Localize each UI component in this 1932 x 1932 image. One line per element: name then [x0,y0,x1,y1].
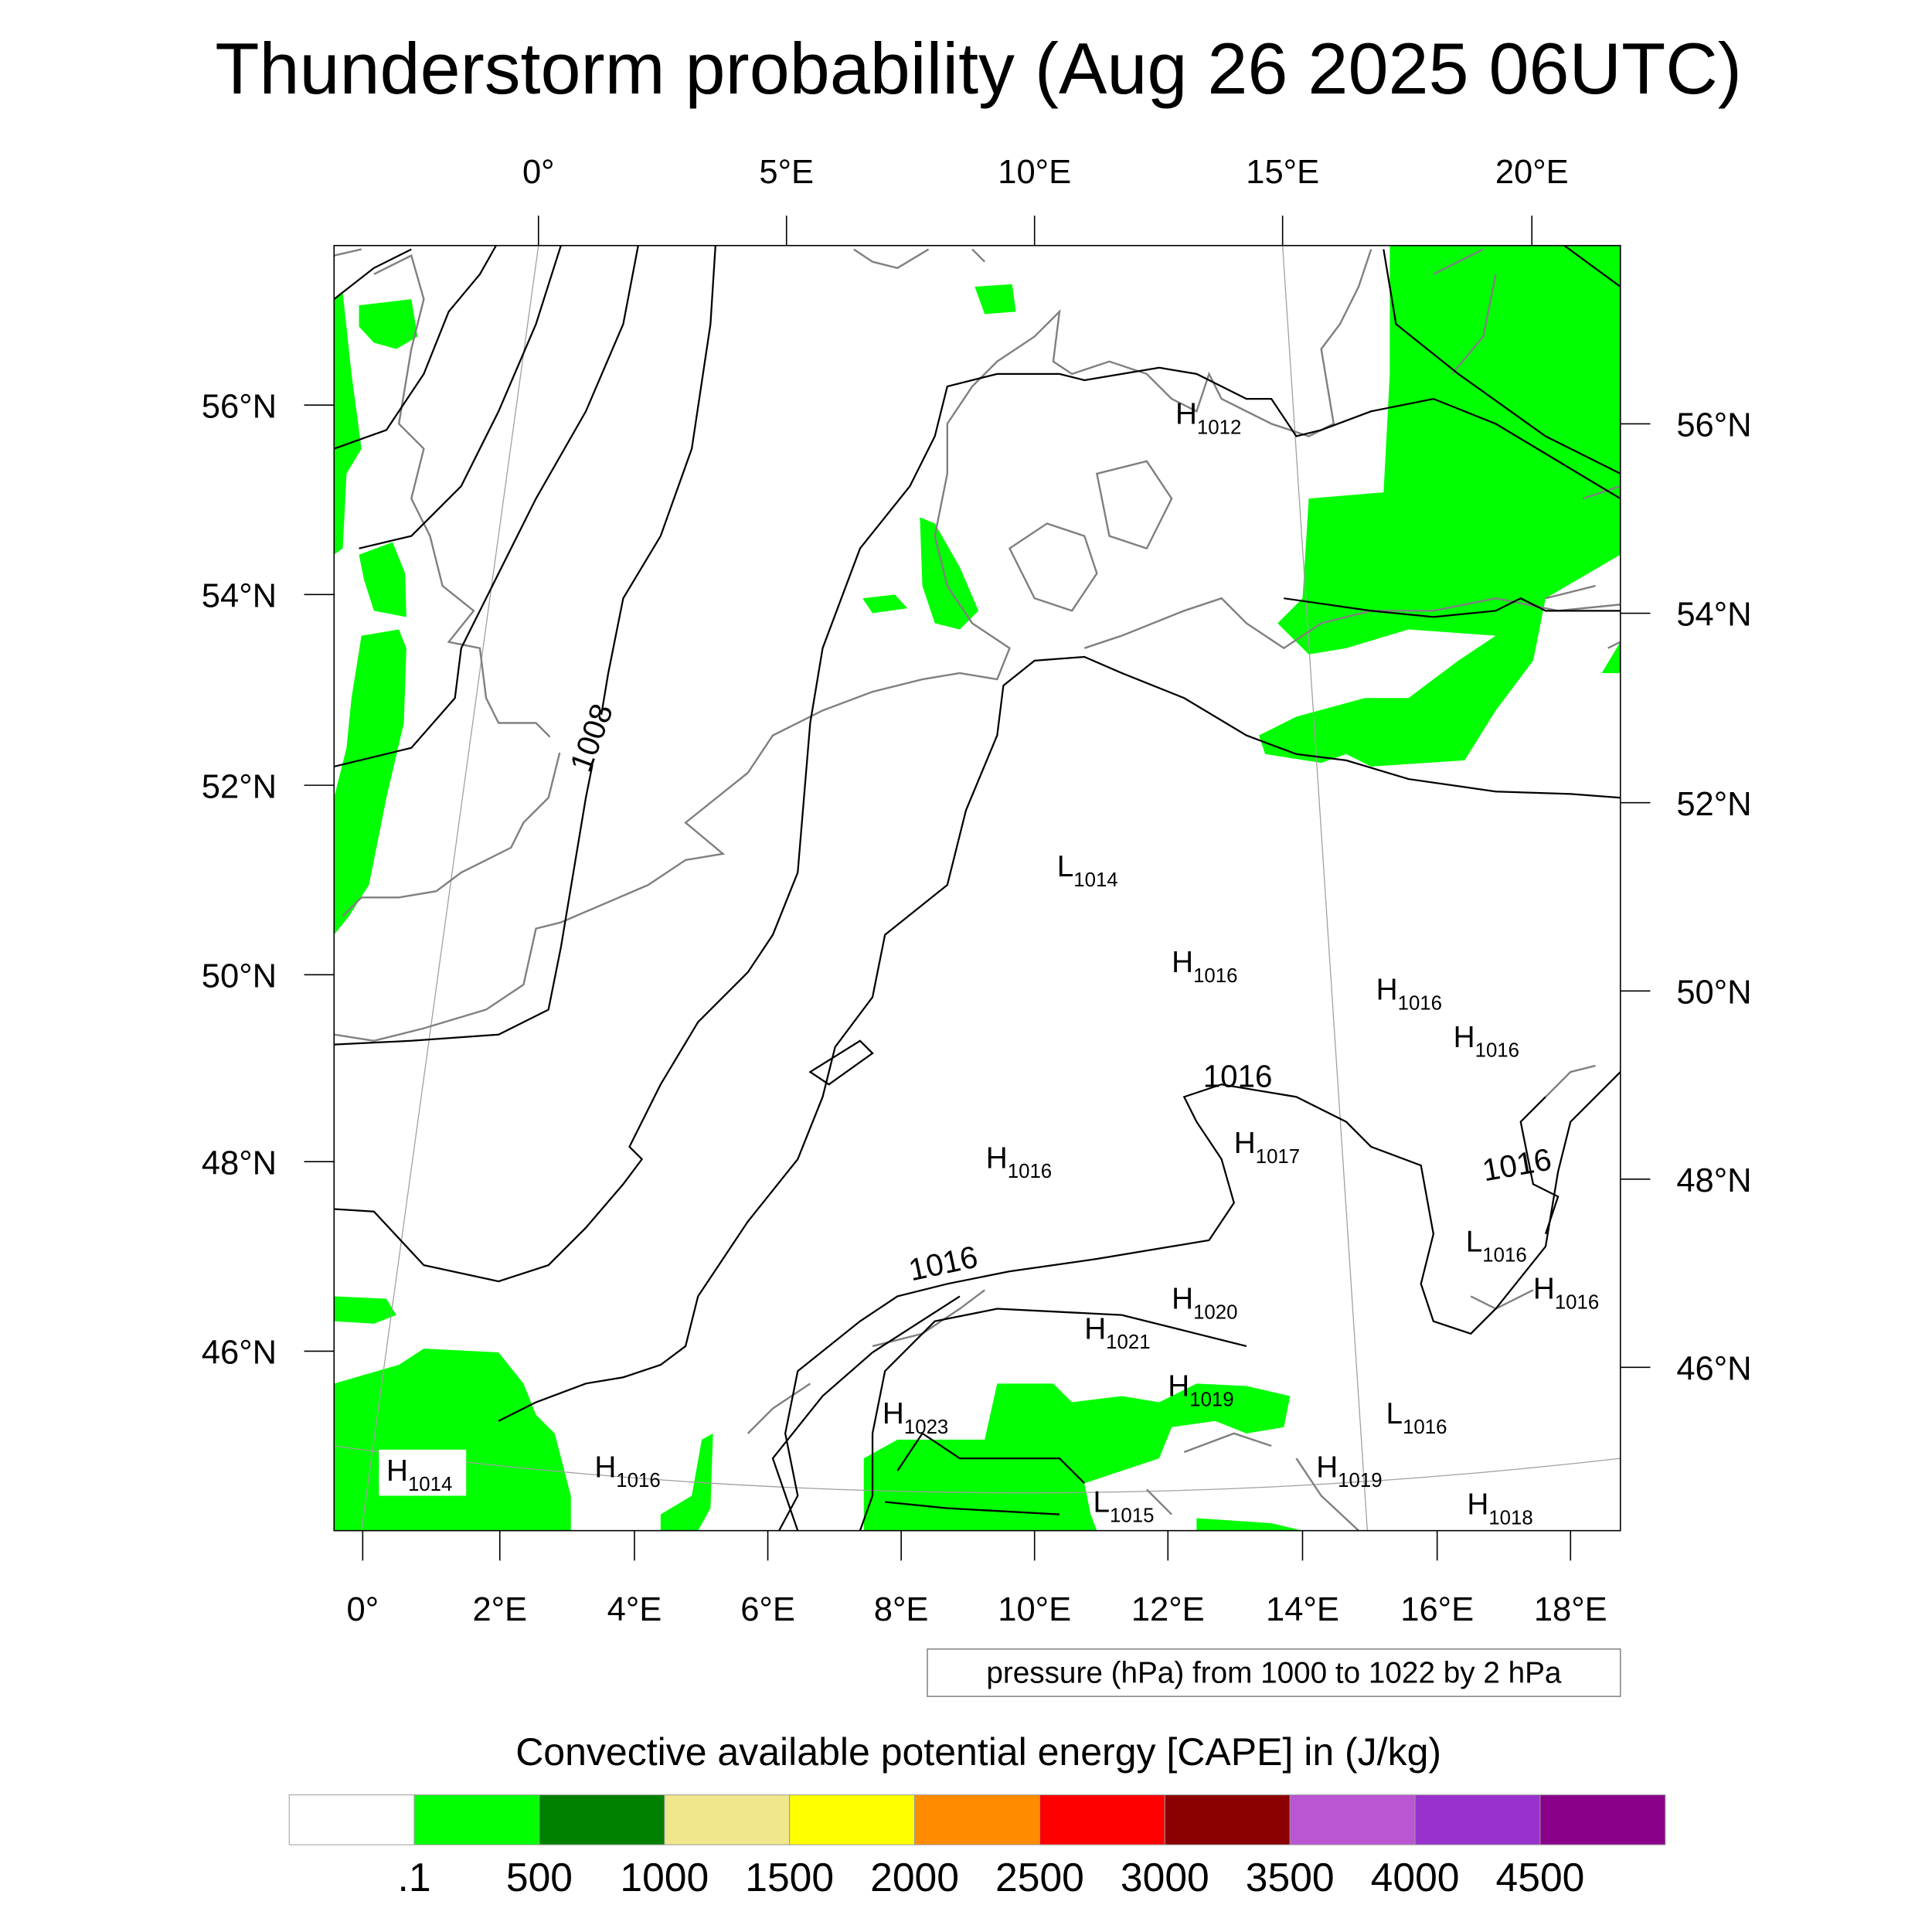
colorbar-label: 3000 [1121,1855,1209,1900]
top-lon-label: 0° [522,154,555,191]
coastlines [334,248,1621,1531]
pressure-center-label: H1018 [1467,1488,1532,1529]
colorbar-swatch [1039,1794,1165,1845]
bottom-lon-label: 6°E [740,1591,795,1628]
left-lat-label: 46°N [202,1335,277,1372]
bottom-lon-axis: 0° 2°E 4°E 6°E 8°E 10°E 12°E 14°E 16°E 1… [347,1530,1607,1628]
top-lon-label: 5°E [759,154,814,191]
pressure-center-label: L1016 [1466,1225,1527,1266]
pressure-center-label: H1021 [1084,1312,1150,1353]
colorbar-title: Convective available potential energy [C… [515,1730,1441,1774]
map-frame [333,244,1621,1532]
left-lat-label: 54°N [202,577,277,614]
bottom-lon-label: 4°E [607,1591,662,1628]
figure-title: Thunderstorm probability (Aug 26 2025 06… [215,28,1742,109]
bottom-lon-label: 12°E [1131,1591,1205,1628]
bottom-lon-label: 16°E [1400,1591,1474,1628]
colorbar-label: 4500 [1496,1855,1585,1900]
bottom-lon-label: 10°E [998,1591,1071,1628]
colorbar-label: 1000 [620,1855,709,1900]
contour-label: 1016 [1480,1141,1554,1189]
colorbar-swatch [539,1794,665,1845]
pressure-center-label: H1016 [1376,974,1442,1015]
colorbar-label: .1 [398,1855,431,1900]
cape-colorbar [288,1794,1666,1845]
left-lat-label: 52°N [202,768,277,805]
map-area: 1008 1016 1016 1016 H1012 L1014 H1016 H1… [333,244,1621,1532]
contour-legend: pressure (hPa) from 1000 to 1022 by 2 hP… [927,1648,1621,1697]
colorbar-label: 2500 [995,1855,1084,1900]
cape-shading [334,245,1621,1531]
right-lat-label: 50°N [1676,974,1751,1011]
top-lon-label: 10°E [998,154,1071,191]
right-lat-label: 56°N [1676,407,1751,444]
left-lat-label: 56°N [202,388,277,425]
contour-label: 1016 [906,1239,981,1288]
colorbar-swatch [1539,1794,1666,1845]
colorbar-swatch [914,1794,1040,1845]
pressure-center-label: L1016 [1386,1397,1447,1438]
colorbar-label: 2000 [870,1855,959,1900]
left-lat-label: 50°N [202,957,277,995]
left-lat-label: 48°N [202,1145,277,1182]
pressure-center-label: H1014 [386,1454,452,1495]
colorbar-swatch [1164,1794,1291,1845]
bottom-lon-label: 0° [347,1591,379,1628]
left-lat-axis: 56°N 54°N 52°N 50°N 48°N 46°N [202,388,335,1372]
pressure-center-label: H1017 [1234,1127,1300,1168]
colorbar-swatch [288,1794,415,1845]
pressure-center-label: H1023 [883,1397,948,1438]
pressure-center-label: H1016 [986,1141,1052,1182]
colorbar-swatch [1414,1794,1541,1845]
pressure-center-label: H1019 [1316,1451,1382,1492]
colorbar-label: 3500 [1246,1855,1335,1900]
colorbar-swatch [789,1794,916,1845]
pressure-center-label: H1016 [1533,1273,1599,1314]
pressure-center-label: L1015 [1094,1485,1155,1526]
pressure-center-label: H1019 [1168,1369,1233,1410]
bottom-lon-label: 14°E [1266,1591,1339,1628]
right-lat-label: 46°N [1676,1350,1751,1387]
right-lat-label: 54°N [1676,597,1751,634]
right-lat-label: 52°N [1676,786,1751,823]
bottom-lon-label: 2°E [472,1591,527,1628]
colorbar-label: 4000 [1371,1855,1460,1900]
top-lon-axis: 0° 5°E 10°E 15°E 20°E [522,154,1569,246]
top-lon-label: 15°E [1246,154,1319,191]
contour-label: 1016 [1203,1058,1273,1094]
colorbar-labels: .1 500 1000 1500 2000 2500 3000 3500 4000 4500 [398,1855,1585,1900]
pressure-center-label: L1014 [1057,850,1118,891]
pressure-center-label: H1016 [594,1451,660,1492]
pressure-center-label: H1016 [1172,946,1237,987]
right-lat-label: 48°N [1676,1162,1751,1199]
bottom-lon-label: 18°E [1534,1591,1607,1628]
pressure-center-label: H1020 [1172,1283,1237,1324]
colorbar-swatch [413,1794,540,1845]
pressure-center-label: H1012 [1175,397,1241,438]
bottom-lon-label: 8°E [874,1591,929,1628]
pressure-centers: H1012 L1014 H1016 H1016 H1016 H1017 H101… [379,397,1599,1529]
colorbar-swatch [664,1794,791,1845]
colorbar-label: 1500 [745,1855,834,1900]
contour-legend-text: pressure (hPa) from 1000 to 1022 by 2 hP… [986,1656,1562,1689]
graticule [334,245,1621,1531]
isobars [334,245,1621,1531]
colorbar-label: 500 [506,1855,573,1900]
pressure-center-label: H1016 [1454,1021,1519,1062]
colorbar-swatch [1289,1794,1416,1845]
right-lat-axis: 56°N 54°N 52°N 50°N 48°N 46°N [1620,407,1752,1387]
top-lon-label: 20°E [1495,154,1569,191]
